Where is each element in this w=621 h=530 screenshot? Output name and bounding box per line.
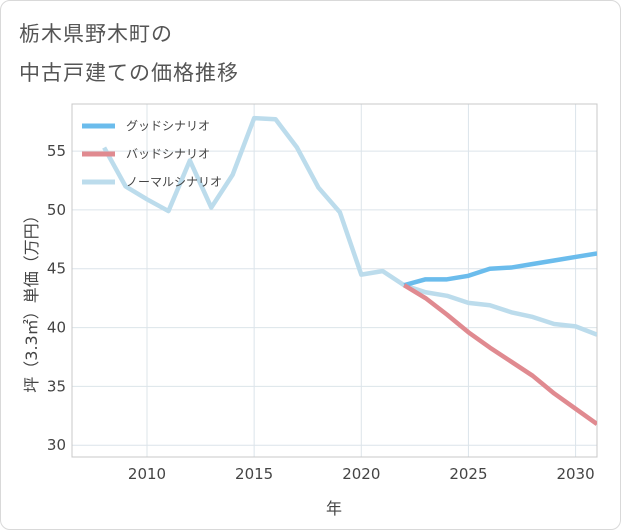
y-tick-label: 40 <box>47 319 66 337</box>
legend-label: バッドシナリオ <box>126 147 210 161</box>
series-line-0 <box>403 251 597 288</box>
y-tick-label: 55 <box>47 142 66 160</box>
chart-title-line1: 栃木県野木町の <box>19 22 173 46</box>
x-tick-label: 2025 <box>449 465 487 483</box>
x-tick-label: 2010 <box>128 465 166 483</box>
series-line-2 <box>102 115 597 337</box>
x-tick-label: 2030 <box>556 465 594 483</box>
grid-lines <box>72 104 597 457</box>
legend-label: グッドシナリオ <box>126 119 210 133</box>
series-line-1 <box>402 283 597 426</box>
y-axis-label: 坪（3.3㎡）単価（万円） <box>22 207 41 392</box>
x-tick-label: 2015 <box>235 465 273 483</box>
y-tick-label: 30 <box>47 436 66 454</box>
y-tick-label: 45 <box>47 260 66 278</box>
x-axis-label: 年 <box>326 499 342 518</box>
legend-label: ノーマルシナリオ <box>126 175 222 189</box>
y-tick-label: 50 <box>47 201 66 219</box>
y-tick-label: 35 <box>47 377 66 395</box>
x-axis-ticks: 2010 2015 2020 2025 2030 <box>128 465 595 483</box>
plot-area-border <box>71 103 598 458</box>
chart-title-line2: 中古戸建ての価格推移 <box>19 61 239 85</box>
y-axis-ticks: 30 35 40 45 50 55 <box>47 142 66 454</box>
series-layer <box>102 115 597 426</box>
x-tick-label: 2020 <box>342 465 380 483</box>
